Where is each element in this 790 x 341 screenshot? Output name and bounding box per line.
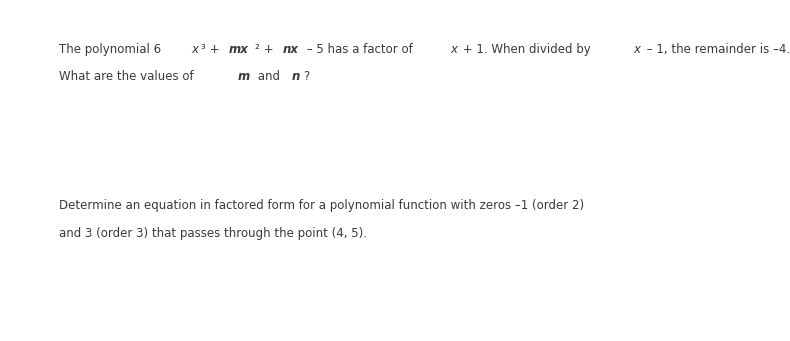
Text: Determine an equation in factored form for a polynomial function with zeros –1 (: Determine an equation in factored form f… xyxy=(59,199,585,212)
Text: +: + xyxy=(261,43,278,56)
Text: n: n xyxy=(292,70,300,83)
Text: The polynomial 6: The polynomial 6 xyxy=(59,43,161,56)
Text: and: and xyxy=(254,70,284,83)
Text: nx: nx xyxy=(283,43,299,56)
Text: – 5 has a factor of: – 5 has a factor of xyxy=(303,43,417,56)
Text: x: x xyxy=(191,43,198,56)
Text: mx: mx xyxy=(228,43,249,56)
Text: ?: ? xyxy=(303,70,309,83)
Text: m: m xyxy=(238,70,250,83)
Text: x: x xyxy=(450,43,457,56)
Text: – 1, the remainder is –4.: – 1, the remainder is –4. xyxy=(643,43,790,56)
Text: +: + xyxy=(206,43,224,56)
Text: x: x xyxy=(634,43,641,56)
Text: ²: ² xyxy=(254,43,259,56)
Text: and 3 (order 3) that passes through the point (4, 5).: and 3 (order 3) that passes through the … xyxy=(59,227,367,240)
Text: + 1. When divided by: + 1. When divided by xyxy=(459,43,594,56)
Text: ³: ³ xyxy=(200,43,205,56)
Text: What are the values of: What are the values of xyxy=(59,70,198,83)
